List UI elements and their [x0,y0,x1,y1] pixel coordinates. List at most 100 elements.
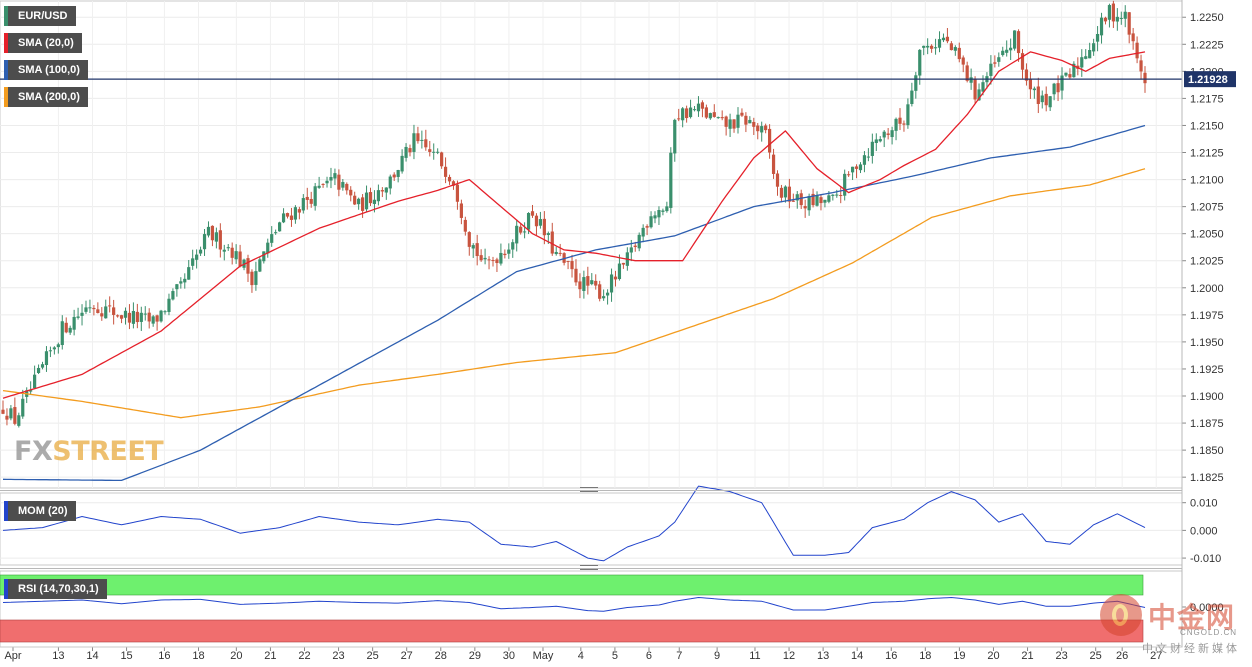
mom-tick-label: 0.000 [1190,525,1218,537]
candle-body [771,154,776,174]
candle-body [167,298,171,312]
candle-body [811,193,815,206]
price-tick-label: 1.2150 [1190,120,1224,132]
sma200-line [2,168,1146,419]
candle-body [1092,43,1096,52]
candle-body [108,305,112,307]
candle-body [56,344,60,348]
candle-body [870,141,874,156]
price-tick-label: 1.2075 [1190,202,1224,214]
candle-body [609,274,614,293]
candle-body [64,322,68,333]
candle-body [112,307,116,315]
mom-tick-label: 0.010 [1190,498,1218,510]
candle-body [1044,93,1048,106]
candle-body [878,139,882,142]
time-tick-label: 20 [987,650,999,662]
candle-body [511,242,515,250]
candle-body [945,36,950,42]
candle-body [831,194,835,196]
candle-body [40,364,45,368]
candle-body [621,262,625,265]
legend-sma20[interactable]: SMA (20,0) [4,33,82,53]
pane-resize-handle[interactable] [580,565,598,570]
candle-body [88,307,92,309]
candle-body [198,249,203,254]
candle-body [886,133,890,135]
candle-body [151,316,155,324]
candle-body [432,151,436,153]
candle-body [175,284,179,290]
candle-body [538,219,543,226]
candle-body [191,258,195,266]
candle-body [44,351,49,366]
candle-body [333,173,337,179]
candle-body [459,203,463,218]
candle-body [76,316,80,318]
candle-body [1080,57,1084,68]
candle-body [732,119,736,129]
legend-rsi[interactable]: RSI (14,70,30,1) [4,579,107,599]
candle-body [744,115,748,125]
candle-body [202,234,207,250]
candle-body [447,176,452,182]
candle-body [613,276,618,280]
candle-body [835,194,839,196]
candle-body [364,192,369,210]
legend-sma100[interactable]: SMA (100,0) [4,60,88,80]
candle-body [688,107,693,118]
time-tick-label: 25 [1090,650,1102,662]
price-tick-label: 1.1975 [1190,310,1224,322]
candle-body [1143,72,1147,84]
rsi-oversold-zone [0,619,1144,643]
candle-body [440,152,444,167]
candle-body [914,75,918,91]
candle-body [598,284,602,299]
candle-body [412,133,416,152]
candle-body [309,198,313,204]
time-tick-label: 27 [1150,650,1162,662]
price-tick-label: 1.1850 [1190,445,1224,457]
time-tick-label: 6 [646,650,652,662]
time-tick-label: 5 [612,650,618,662]
candle-body [807,196,811,211]
candle-body [858,164,863,171]
candle-body [72,316,76,330]
time-tick-label: 23 [332,650,344,662]
candle-body [507,249,511,254]
pane-resize-handle[interactable] [580,487,598,492]
candle-body [210,225,215,241]
time-tick-label: 18 [919,650,931,662]
candle-body [649,216,653,228]
time-axis-bg [0,647,1182,667]
candle-body [819,197,823,204]
candle-body [471,245,475,249]
legend-sma200[interactable]: SMA (200,0) [4,87,88,107]
candle-body [724,116,728,127]
candles [1,0,1147,428]
candle-body [1016,31,1021,54]
candle-body [1032,88,1036,91]
candle-body [317,185,321,188]
legend-eurusd[interactable]: EUR/USD [4,6,76,26]
candle-body [384,187,388,193]
candle-body [602,296,606,299]
candle-body [1127,12,1131,35]
candle-body [645,226,649,228]
candle-body [1123,11,1127,19]
candle-body [783,186,788,198]
price-tick-label: 1.1825 [1190,472,1224,484]
candle-body [550,231,554,254]
candle-body [633,245,637,248]
candle-body [5,415,9,420]
candle-body [376,190,380,202]
candle-body [1119,17,1123,19]
candle-body [360,197,365,211]
legend-mom[interactable]: MOM (20) [4,501,76,521]
candle-body [764,125,768,131]
candle-body [214,232,218,242]
time-tick-label: 16 [885,650,897,662]
time-tick-label: 20 [230,650,242,662]
candle-body [605,292,610,296]
